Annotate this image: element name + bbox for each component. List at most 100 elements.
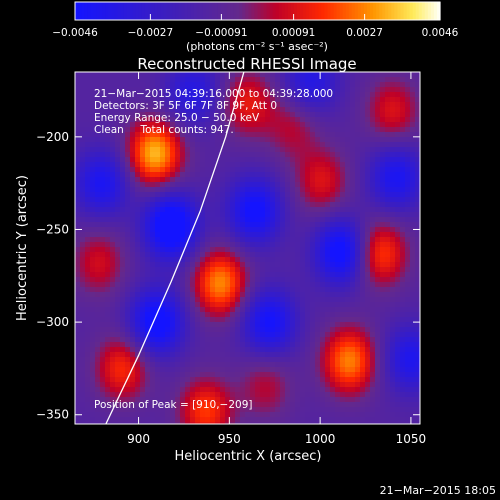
heatmap-cell: [330, 222, 336, 228]
heatmap-cell: [270, 207, 276, 213]
heatmap-cell: [260, 72, 266, 78]
heatmap-cell: [200, 152, 206, 158]
heatmap-cell: [175, 202, 181, 208]
heatmap-cell: [280, 317, 286, 323]
heatmap-cell: [345, 77, 351, 83]
heatmap-cell: [325, 277, 331, 283]
heatmap-cell: [355, 167, 361, 173]
heatmap-cell: [110, 167, 116, 173]
heatmap-cell: [140, 402, 146, 408]
heatmap-cell: [90, 237, 96, 243]
heatmap-cell: [290, 252, 296, 258]
heatmap-cell: [100, 182, 106, 188]
heatmap-cell: [310, 187, 316, 193]
heatmap-cell: [230, 192, 236, 198]
heatmap-cell: [290, 417, 296, 423]
heatmap-cell: [225, 327, 231, 333]
heatmap-cell: [150, 217, 156, 223]
heatmap-cell: [105, 292, 111, 298]
heatmap-cell: [280, 377, 286, 383]
heatmap-cell: [210, 157, 216, 163]
heatmap-cell: [315, 157, 321, 163]
heatmap-cell: [400, 72, 406, 78]
heatmap-cell: [370, 252, 376, 258]
heatmap-cell: [195, 117, 201, 123]
heatmap-cell: [170, 392, 176, 398]
heatmap-cell: [355, 267, 361, 273]
colorbar-cell: [281, 2, 286, 20]
heatmap-cell: [100, 387, 106, 393]
heatmap-cell: [375, 287, 381, 293]
heatmap-cell: [140, 82, 146, 88]
heatmap-cell: [245, 367, 251, 373]
heatmap-cell: [325, 112, 331, 118]
heatmap-cell: [225, 162, 231, 168]
heatmap-cell: [110, 212, 116, 218]
heatmap-cell: [105, 327, 111, 333]
heatmap-cell: [410, 157, 416, 163]
heatmap-cell: [290, 192, 296, 198]
heatmap-cell: [170, 122, 176, 128]
heatmap-cell: [195, 367, 201, 373]
heatmap-cell: [160, 177, 166, 183]
heatmap-cell: [410, 387, 416, 393]
heatmap-cell: [410, 122, 416, 128]
heatmap-cell: [225, 217, 231, 223]
heatmap-cell: [245, 387, 251, 393]
heatmap-cell: [265, 392, 271, 398]
heatmap-cell: [250, 392, 256, 398]
heatmap-cell: [370, 97, 376, 103]
heatmap-cell: [220, 312, 226, 318]
colorbar-cell: [245, 2, 249, 20]
heatmap-cell: [175, 417, 181, 423]
heatmap-cell: [365, 387, 371, 393]
heatmap-cell: [95, 317, 101, 323]
heatmap-cell: [315, 417, 321, 423]
heatmap-cell: [395, 182, 401, 188]
heatmap-cell: [130, 332, 136, 338]
heatmap-cell: [135, 287, 141, 293]
heatmap-cell: [100, 342, 106, 348]
heatmap-cell: [285, 202, 291, 208]
heatmap-cell: [210, 82, 216, 88]
heatmap-cell: [400, 222, 406, 228]
heatmap-cell: [305, 207, 311, 213]
heatmap-cell: [210, 167, 216, 173]
heatmap-cell: [270, 217, 276, 223]
heatmap-cell: [135, 257, 141, 263]
heatmap-cell: [360, 342, 366, 348]
heatmap-cell: [270, 132, 276, 138]
heatmap-cell: [240, 267, 246, 273]
heatmap-cell: [345, 417, 351, 423]
heatmap-cell: [340, 157, 346, 163]
heatmap-cell: [305, 142, 311, 148]
heatmap-cell: [190, 237, 196, 243]
heatmap-cell: [125, 282, 131, 288]
heatmap-cell: [235, 222, 241, 228]
heatmap-cell: [240, 192, 246, 198]
heatmap-cell: [345, 177, 351, 183]
heatmap-cell: [330, 312, 336, 318]
heatmap-cell: [365, 227, 371, 233]
heatmap-cell: [205, 162, 211, 168]
heatmap-cell: [195, 287, 201, 293]
heatmap-cell: [180, 237, 186, 243]
heatmap-cell: [100, 302, 106, 308]
colorbar-cell: [166, 2, 170, 20]
heatmap-cell: [240, 207, 246, 213]
heatmap-cell: [405, 402, 411, 408]
heatmap-cell: [210, 247, 216, 253]
heatmap-cell: [345, 407, 351, 413]
heatmap-cell: [230, 157, 236, 163]
heatmap-cell: [130, 192, 136, 198]
heatmap-cell: [395, 277, 401, 283]
heatmap-cell: [320, 367, 326, 373]
heatmap-cell: [270, 187, 276, 193]
heatmap-cell: [305, 377, 311, 383]
heatmap-cell: [370, 357, 376, 363]
heatmap-cell: [200, 172, 206, 178]
heatmap-cell: [250, 202, 256, 208]
heatmap-cell: [125, 242, 131, 248]
heatmap-cell: [350, 297, 356, 303]
heatmap-cell: [135, 332, 141, 338]
